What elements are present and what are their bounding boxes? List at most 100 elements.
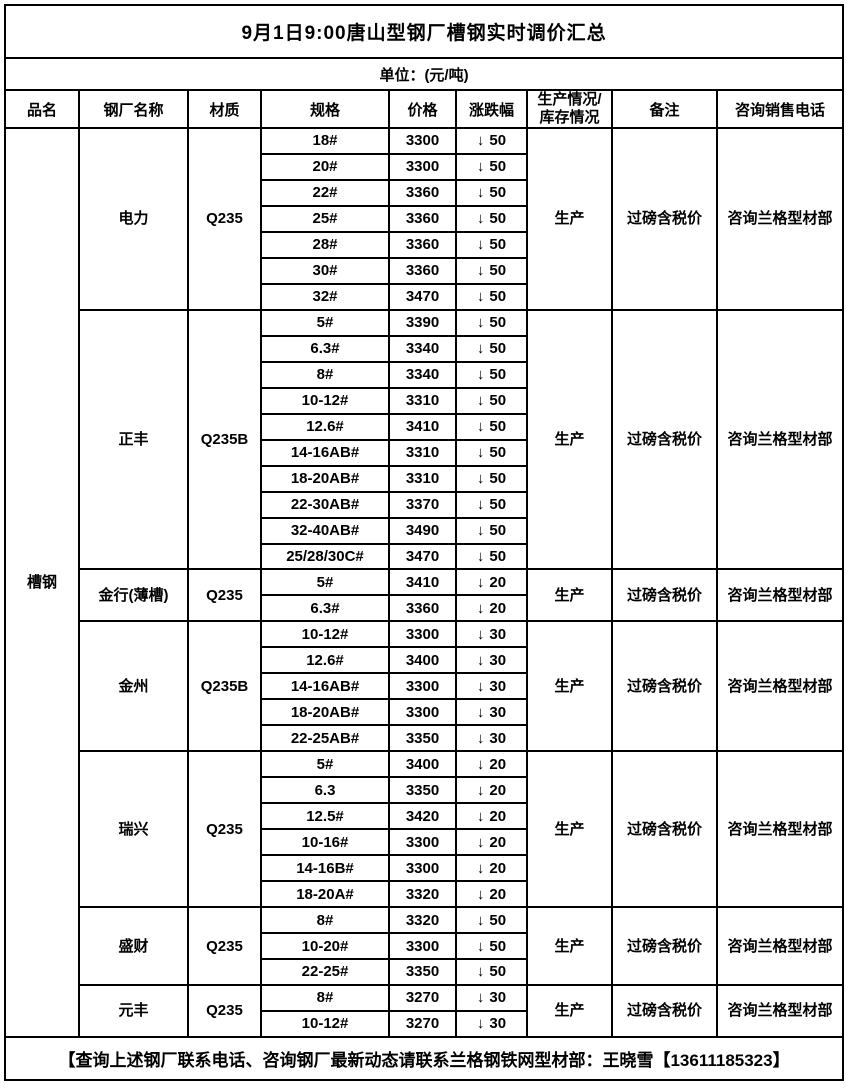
- table-row: 正丰 Q235B 5# 3390 ↓ 50 生产 过磅含税价 咨询兰格型材部: [5, 308, 845, 571]
- down-arrow-icon: ↓: [476, 989, 485, 1007]
- price-cell: 3400: [388, 750, 457, 779]
- change-cell: ↓ 30: [455, 620, 528, 649]
- change-cell: ↓ 20: [455, 802, 528, 831]
- factory-name-cell: 瑞兴: [78, 750, 189, 909]
- table-row: 槽钢 电力 Q235 18# 3300 ↓ 50 生产 过磅含税价 咨询兰格型材部: [4, 127, 845, 1038]
- change-value: 20: [489, 885, 507, 903]
- table-row: 18-20AB# 3300 ↓ 30: [5, 698, 843, 727]
- spec-cell: 12.6#: [260, 412, 390, 441]
- change-cell: ↓ 50: [455, 230, 528, 259]
- change-value: 50: [489, 392, 507, 410]
- table-row: 10-20# 3300 ↓ 50: [5, 932, 843, 960]
- down-arrow-icon: ↓: [476, 366, 485, 384]
- material-cell: Q235B: [187, 308, 262, 571]
- price-cell: 3310: [388, 464, 457, 493]
- spec-cell: 14-16AB#: [260, 672, 390, 701]
- price-cell: 3300: [388, 620, 457, 649]
- page-title: 9月1日9:00唐山型钢厂槽钢实时调价汇总: [3, 4, 845, 59]
- production-status-cell: 生产: [526, 127, 613, 311]
- column-header-material: 材质: [187, 89, 262, 129]
- spec-cell: 25#: [260, 204, 390, 233]
- down-arrow-icon: ↓: [476, 963, 485, 981]
- down-arrow-icon: ↓: [476, 651, 485, 669]
- change-cell: ↓ 30: [455, 983, 528, 1012]
- table-row: 6.3# 3340 ↓ 50: [5, 334, 843, 363]
- change-value: 30: [489, 729, 507, 747]
- price-cell: 3300: [388, 828, 457, 857]
- spec-cell: 8#: [260, 983, 390, 1012]
- change-value: 50: [489, 444, 507, 462]
- change-cell: ↓ 50: [455, 152, 528, 181]
- down-arrow-icon: ↓: [476, 184, 485, 202]
- down-arrow-icon: ↓: [476, 418, 485, 436]
- remark-cell: 过磅含税价: [611, 620, 718, 753]
- change-cell: ↓ 20: [455, 776, 528, 805]
- column-header-row: 品名 钢厂名称 材质 规格 价格 涨跌幅 生产情况/ 库存情况 备注 咨询销售电…: [4, 89, 845, 129]
- price-cell: 3270: [388, 983, 457, 1012]
- table-row: 14-16AB# 3310 ↓ 50: [5, 438, 843, 467]
- spec-cell: 22#: [260, 178, 390, 207]
- spec-cell: 5#: [260, 568, 390, 597]
- change-value: 20: [489, 807, 507, 825]
- column-header-remark: 备注: [611, 89, 718, 129]
- remark-cell: 过磅含税价: [611, 906, 718, 986]
- change-value: 50: [489, 963, 507, 981]
- down-arrow-icon: ↓: [476, 859, 485, 877]
- production-status-cell: 生产: [526, 568, 613, 623]
- material-cell: Q235: [187, 906, 262, 986]
- table-row: 18-20AB# 3310 ↓ 50: [5, 464, 843, 493]
- phone-cell: 咨询兰格型材部: [715, 127, 845, 311]
- production-status-cell: 生产: [526, 906, 613, 986]
- change-value: 30: [489, 703, 507, 721]
- phone-cell: 咨询兰格型材部: [715, 568, 845, 623]
- price-cell: 3270: [388, 1009, 457, 1039]
- down-arrow-icon: ↓: [476, 132, 485, 150]
- table-row: 10-12# 3310 ↓ 50: [5, 386, 843, 415]
- phone-cell: 咨询兰格型材部: [715, 308, 845, 571]
- down-arrow-icon: ↓: [476, 625, 485, 643]
- spec-cell: 22-25#: [260, 958, 390, 986]
- price-cell: 3370: [388, 490, 457, 519]
- table-row: 12.5# 3420 ↓ 20: [5, 802, 843, 831]
- change-value: 50: [489, 288, 507, 306]
- table-row: 6.3# 3360 ↓ 20: [5, 594, 843, 623]
- price-cell: 3420: [388, 802, 457, 831]
- table-row: 28# 3360 ↓ 50: [5, 230, 843, 259]
- change-value: 20: [489, 573, 507, 591]
- price-table: 9月1日9:00唐山型钢厂槽钢实时调价汇总 单位：(元/吨) 品名 钢厂名称 材…: [3, 4, 845, 1081]
- price-cell: 3300: [388, 698, 457, 727]
- down-arrow-icon: ↓: [476, 288, 485, 306]
- change-value: 50: [489, 236, 507, 254]
- factory-name-cell: 正丰: [78, 308, 189, 571]
- price-cell: 3360: [388, 256, 457, 285]
- table-row: 25# 3360 ↓ 50: [5, 204, 843, 233]
- table-row: 10-16# 3300 ↓ 20: [5, 828, 843, 857]
- table-row: 22-25AB# 3350 ↓ 30: [5, 724, 843, 753]
- remark-cell: 过磅含税价: [611, 568, 718, 623]
- table-row: 18-20A# 3320 ↓ 20: [5, 880, 843, 909]
- change-value: 50: [489, 132, 507, 150]
- page: 9月1日9:00唐山型钢厂槽钢实时调价汇总 单位：(元/吨) 品名 钢厂名称 材…: [0, 4, 846, 1089]
- production-status-cell: 生产: [526, 620, 613, 753]
- change-value: 20: [489, 859, 507, 877]
- change-value: 50: [489, 418, 507, 436]
- spec-cell: 32#: [260, 282, 390, 311]
- down-arrow-icon: ↓: [476, 547, 485, 565]
- change-value: 50: [489, 547, 507, 565]
- table-row: 12.6# 3400 ↓ 30: [5, 646, 843, 675]
- change-cell: ↓ 50: [455, 282, 528, 311]
- change-cell: ↓ 50: [455, 958, 528, 986]
- change-value: 30: [489, 651, 507, 669]
- change-value: 50: [489, 314, 507, 332]
- change-cell: ↓ 30: [455, 724, 528, 753]
- change-cell: ↓ 20: [455, 594, 528, 623]
- change-value: 30: [489, 625, 507, 643]
- factory-name-cell: 盛财: [78, 906, 189, 986]
- table-row: 6.3 3350 ↓ 20: [5, 776, 843, 805]
- down-arrow-icon: ↓: [476, 911, 485, 929]
- spec-cell: 28#: [260, 230, 390, 259]
- price-cell: 3360: [388, 178, 457, 207]
- change-cell: ↓ 50: [455, 906, 528, 935]
- spec-cell: 6.3#: [260, 594, 390, 623]
- change-cell: ↓ 50: [455, 127, 528, 155]
